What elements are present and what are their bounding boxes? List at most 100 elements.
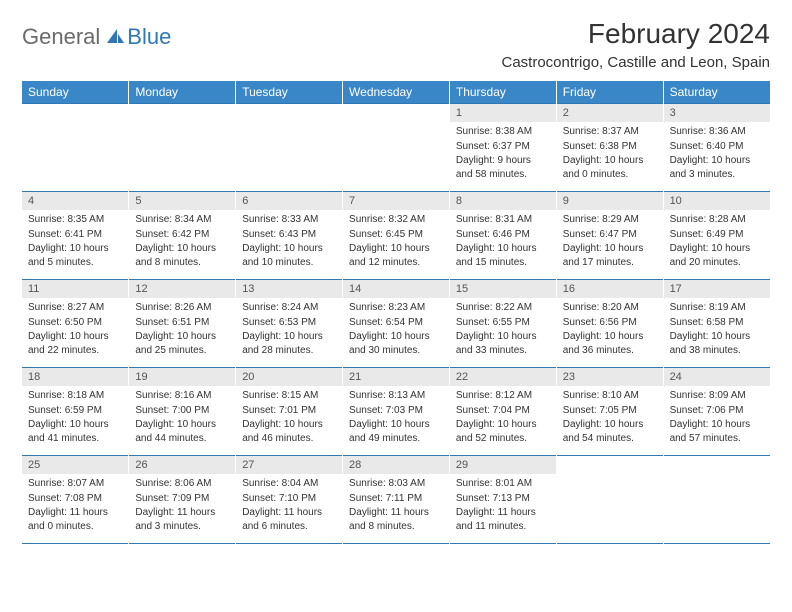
sunset-line: Sunset: 7:00 PM [135, 404, 229, 418]
day-number: 23 [557, 368, 663, 386]
sunrise-line: Sunrise: 8:04 AM [242, 477, 336, 491]
daylight-line: Daylight: 10 hours and 8 minutes. [135, 242, 229, 269]
day-number: 24 [664, 368, 770, 386]
sunset-line: Sunset: 6:59 PM [28, 404, 122, 418]
sunrise-line: Sunrise: 8:31 AM [456, 213, 550, 227]
sunset-line: Sunset: 7:05 PM [563, 404, 657, 418]
day-number: 26 [129, 456, 235, 474]
header: General Blue February 2024 Castrocontrig… [22, 18, 770, 71]
calendar-cell: 21Sunrise: 8:13 AMSunset: 7:03 PMDayligh… [343, 368, 450, 456]
sunset-line: Sunset: 6:54 PM [349, 316, 443, 330]
sunset-line: Sunset: 6:58 PM [670, 316, 764, 330]
day-details: Sunrise: 8:29 AMSunset: 6:47 PMDaylight:… [557, 210, 663, 274]
title-block: February 2024 Castrocontrigo, Castille a… [502, 18, 771, 71]
calendar-cell: 8Sunrise: 8:31 AMSunset: 6:46 PMDaylight… [449, 192, 556, 280]
sunset-line: Sunset: 7:08 PM [28, 492, 122, 506]
calendar-cell: 24Sunrise: 8:09 AMSunset: 7:06 PMDayligh… [663, 368, 770, 456]
day-number: 10 [664, 192, 770, 210]
day-details: Sunrise: 8:26 AMSunset: 6:51 PMDaylight:… [129, 298, 235, 362]
sunrise-line: Sunrise: 8:33 AM [242, 213, 336, 227]
calendar-cell: 12Sunrise: 8:26 AMSunset: 6:51 PMDayligh… [129, 280, 236, 368]
daylight-line: Daylight: 11 hours and 3 minutes. [135, 506, 229, 533]
sunset-line: Sunset: 6:37 PM [456, 140, 550, 154]
calendar-cell: 28Sunrise: 8:03 AMSunset: 7:11 PMDayligh… [343, 456, 450, 544]
daylight-line: Daylight: 10 hours and 12 minutes. [349, 242, 443, 269]
calendar-cell: 10Sunrise: 8:28 AMSunset: 6:49 PMDayligh… [663, 192, 770, 280]
calendar-row: 11Sunrise: 8:27 AMSunset: 6:50 PMDayligh… [22, 280, 770, 368]
sunrise-line: Sunrise: 8:27 AM [28, 301, 122, 315]
calendar-cell: 19Sunrise: 8:16 AMSunset: 7:00 PMDayligh… [129, 368, 236, 456]
col-fri: Friday [556, 81, 663, 104]
sunrise-line: Sunrise: 8:26 AM [135, 301, 229, 315]
calendar-cell: 23Sunrise: 8:10 AMSunset: 7:05 PMDayligh… [556, 368, 663, 456]
sunrise-line: Sunrise: 8:16 AM [135, 389, 229, 403]
sunset-line: Sunset: 6:49 PM [670, 228, 764, 242]
daylight-line: Daylight: 10 hours and 49 minutes. [349, 418, 443, 445]
sunrise-line: Sunrise: 8:09 AM [670, 389, 764, 403]
day-number: 14 [343, 280, 449, 298]
sunset-line: Sunset: 7:10 PM [242, 492, 336, 506]
day-details: Sunrise: 8:33 AMSunset: 6:43 PMDaylight:… [236, 210, 342, 274]
sunset-line: Sunset: 7:01 PM [242, 404, 336, 418]
calendar-cell: 16Sunrise: 8:20 AMSunset: 6:56 PMDayligh… [556, 280, 663, 368]
calendar-row: 1Sunrise: 8:38 AMSunset: 6:37 PMDaylight… [22, 104, 770, 192]
daylight-line: Daylight: 10 hours and 25 minutes. [135, 330, 229, 357]
sunset-line: Sunset: 6:47 PM [563, 228, 657, 242]
daylight-line: Daylight: 10 hours and 0 minutes. [563, 154, 657, 181]
sunrise-line: Sunrise: 8:29 AM [563, 213, 657, 227]
calendar-cell: 11Sunrise: 8:27 AMSunset: 6:50 PMDayligh… [22, 280, 129, 368]
day-number: 19 [129, 368, 235, 386]
sunrise-line: Sunrise: 8:03 AM [349, 477, 443, 491]
sunrise-line: Sunrise: 8:13 AM [349, 389, 443, 403]
day-number: 18 [22, 368, 128, 386]
sunrise-line: Sunrise: 8:32 AM [349, 213, 443, 227]
sunrise-line: Sunrise: 8:07 AM [28, 477, 122, 491]
daylight-line: Daylight: 11 hours and 8 minutes. [349, 506, 443, 533]
calendar-cell: 14Sunrise: 8:23 AMSunset: 6:54 PMDayligh… [343, 280, 450, 368]
daylight-line: Daylight: 11 hours and 11 minutes. [456, 506, 550, 533]
calendar-cell [22, 104, 129, 192]
sunset-line: Sunset: 6:56 PM [563, 316, 657, 330]
daylight-line: Daylight: 10 hours and 44 minutes. [135, 418, 229, 445]
day-number: 29 [450, 456, 556, 474]
sunrise-line: Sunrise: 8:10 AM [563, 389, 657, 403]
sunset-line: Sunset: 6:55 PM [456, 316, 550, 330]
daylight-line: Daylight: 11 hours and 0 minutes. [28, 506, 122, 533]
sunset-line: Sunset: 6:53 PM [242, 316, 336, 330]
day-number: 17 [664, 280, 770, 298]
calendar-cell [236, 104, 343, 192]
sunrise-line: Sunrise: 8:24 AM [242, 301, 336, 315]
day-details: Sunrise: 8:35 AMSunset: 6:41 PMDaylight:… [22, 210, 128, 274]
sunrise-line: Sunrise: 8:19 AM [670, 301, 764, 315]
logo-text-general: General [22, 24, 100, 50]
day-details: Sunrise: 8:31 AMSunset: 6:46 PMDaylight:… [450, 210, 556, 274]
calendar-row: 25Sunrise: 8:07 AMSunset: 7:08 PMDayligh… [22, 456, 770, 544]
day-details: Sunrise: 8:16 AMSunset: 7:00 PMDaylight:… [129, 386, 235, 450]
sunset-line: Sunset: 7:03 PM [349, 404, 443, 418]
month-title: February 2024 [502, 18, 771, 50]
calendar-table: Sunday Monday Tuesday Wednesday Thursday… [22, 81, 770, 544]
day-number: 12 [129, 280, 235, 298]
sunrise-line: Sunrise: 8:28 AM [670, 213, 764, 227]
sunset-line: Sunset: 6:43 PM [242, 228, 336, 242]
calendar-cell: 3Sunrise: 8:36 AMSunset: 6:40 PMDaylight… [663, 104, 770, 192]
day-details: Sunrise: 8:07 AMSunset: 7:08 PMDaylight:… [22, 474, 128, 538]
day-number: 15 [450, 280, 556, 298]
calendar-cell: 15Sunrise: 8:22 AMSunset: 6:55 PMDayligh… [449, 280, 556, 368]
logo-text-blue: Blue [127, 24, 171, 50]
day-number: 5 [129, 192, 235, 210]
sunset-line: Sunset: 7:06 PM [670, 404, 764, 418]
day-number: 4 [22, 192, 128, 210]
daylight-line: Daylight: 11 hours and 6 minutes. [242, 506, 336, 533]
calendar-row: 18Sunrise: 8:18 AMSunset: 6:59 PMDayligh… [22, 368, 770, 456]
day-details: Sunrise: 8:09 AMSunset: 7:06 PMDaylight:… [664, 386, 770, 450]
day-details: Sunrise: 8:24 AMSunset: 6:53 PMDaylight:… [236, 298, 342, 362]
calendar-header-row: Sunday Monday Tuesday Wednesday Thursday… [22, 81, 770, 104]
calendar-cell: 29Sunrise: 8:01 AMSunset: 7:13 PMDayligh… [449, 456, 556, 544]
daylight-line: Daylight: 10 hours and 46 minutes. [242, 418, 336, 445]
daylight-line: Daylight: 10 hours and 30 minutes. [349, 330, 443, 357]
daylight-line: Daylight: 10 hours and 36 minutes. [563, 330, 657, 357]
calendar-cell: 27Sunrise: 8:04 AMSunset: 7:10 PMDayligh… [236, 456, 343, 544]
sunset-line: Sunset: 7:04 PM [456, 404, 550, 418]
sunrise-line: Sunrise: 8:12 AM [456, 389, 550, 403]
